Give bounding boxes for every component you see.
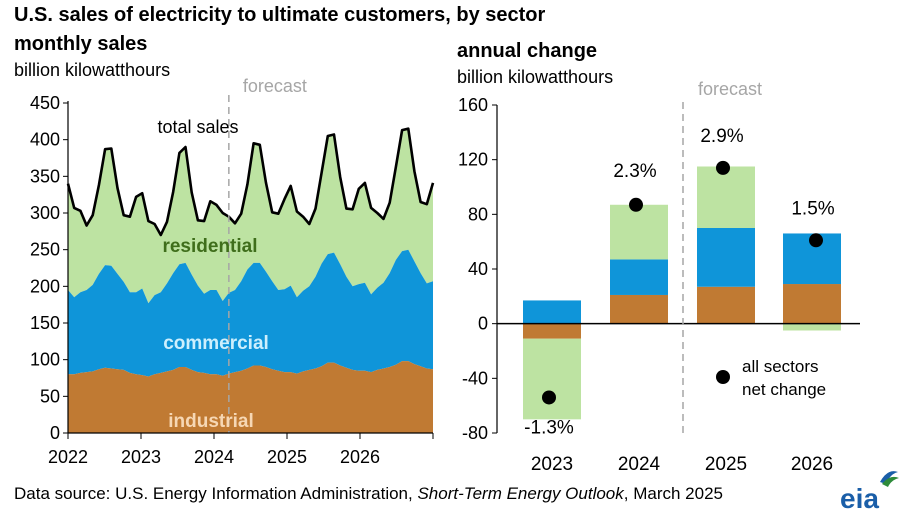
bar-commercial-2024 [610, 259, 668, 295]
eia-logo-mark: eia [840, 471, 899, 514]
y-tick-label: 50 [40, 386, 60, 406]
annual-change-chart: -80 -40 0 40 80 120 160 forecast -1.3% 2.3% 2.9% 1.… [458, 79, 860, 475]
commercial-label: commercial [163, 333, 269, 354]
y-tick-label: 300 [30, 203, 60, 223]
residential-area [68, 128, 433, 304]
source-prefix: Data source: U.S. Energy Information Adm… [14, 484, 418, 503]
bar-residential-2025 [697, 166, 755, 228]
y-tick-label: -40 [462, 368, 488, 388]
y-tick-label: 120 [458, 150, 488, 170]
y-tick-label: 200 [30, 276, 60, 296]
commercial-area [68, 249, 433, 377]
y-tick-label: 450 [30, 93, 60, 113]
monthly-sales-chart: forecast 0 50 100 150 200 250 300 350 400 450 2022 2… [30, 76, 435, 467]
logo-text: eia [840, 483, 879, 514]
forecast-label: forecast [698, 79, 762, 99]
industrial-area [68, 361, 433, 433]
net-change-label-2023: -1.3% [524, 417, 574, 438]
y-tick-label: 400 [30, 130, 60, 150]
x-tick-label-2025: 2025 [705, 454, 747, 475]
net-change-dot-2024 [629, 197, 643, 212]
annual-chart-title: annual change [457, 40, 598, 62]
y-tick-label: 250 [30, 240, 60, 260]
legend-dot [716, 370, 730, 384]
y-tick-label: 80 [468, 204, 488, 224]
net-change-label-2026: 1.5% [791, 198, 834, 219]
x-tick-label-2023: 2023 [531, 454, 573, 475]
bar-industrial-2024 [610, 294, 668, 324]
total-sales-label: total sales [157, 117, 238, 137]
x-tick-label: 2025 [267, 447, 307, 467]
industrial-label: industrial [168, 411, 254, 432]
bar-industrial-2023 [523, 323, 581, 339]
bar-industrial-2025 [697, 286, 755, 324]
x-tick-label-2026: 2026 [791, 454, 833, 475]
x-tick-label: 2022 [48, 447, 88, 467]
legend-label-line2: net change [742, 380, 826, 399]
net-change-dot-2026 [809, 233, 823, 248]
bar-residential-2023 [523, 338, 581, 420]
bar-residential-2026 [783, 323, 841, 331]
x-tick-label-2024: 2024 [618, 454, 661, 475]
y-tick-label: 0 [478, 314, 488, 334]
y-tick-label: 160 [458, 95, 488, 115]
eia-logo: eia [836, 468, 900, 514]
net-change-dot-2025 [716, 160, 730, 175]
y-tick-label: 350 [30, 166, 60, 186]
y-tick-label: 150 [30, 313, 60, 333]
x-tick-label: 2024 [194, 447, 234, 467]
bar-commercial-2023 [523, 300, 581, 324]
net-change-label-2025: 2.9% [700, 126, 743, 147]
bar-industrial-2026 [783, 284, 841, 324]
y-tick-label: 100 [30, 350, 60, 370]
bar-residential-2024 [610, 204, 668, 260]
chart-title: U.S. sales of electricity to ultimate cu… [14, 4, 546, 26]
monthly-chart-title: monthly sales [14, 33, 148, 55]
x-tick-label: 2023 [121, 447, 161, 467]
total-sales-line [66, 127, 435, 237]
residential-label: residential [162, 236, 257, 257]
forecast-label: forecast [243, 76, 307, 96]
data-source: Data source: U.S. Energy Information Adm… [14, 484, 723, 504]
source-publication: Short-Term Energy Outlook [417, 484, 624, 503]
x-tick-label: 2026 [340, 447, 380, 467]
logo-swoosh-green [882, 476, 899, 487]
net-change-label-2024: 2.3% [613, 161, 656, 182]
y-tick-label: 0 [50, 423, 60, 443]
bar-commercial-2025 [697, 228, 755, 287]
source-suffix: , March 2025 [623, 484, 723, 503]
y-tick-label: 40 [468, 259, 488, 279]
y-tick-label: -80 [462, 423, 488, 443]
annual-chart-unit: billion kilowatthours [457, 67, 614, 87]
monthly-chart-unit: billion kilowatthours [14, 60, 171, 80]
logo-swoosh-blue [880, 471, 898, 484]
net-change-dot-2023 [542, 390, 556, 405]
legend-label-line1: all sectors [742, 357, 819, 376]
